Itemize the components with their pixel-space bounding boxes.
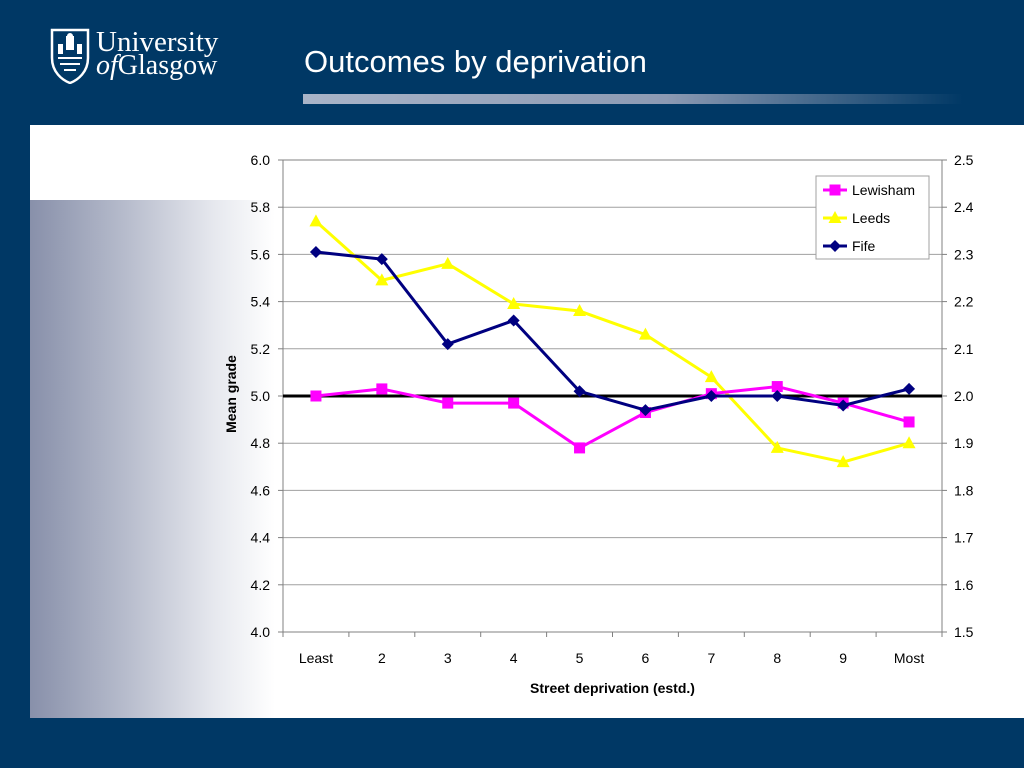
data-point-fife	[639, 404, 652, 417]
y2-tick-label: 1.7	[954, 530, 974, 546]
data-point-leeds	[573, 304, 587, 317]
y-axis-title: Mean grade	[223, 355, 239, 433]
series-line-leeds	[314, 220, 910, 464]
data-point-fife	[903, 382, 916, 395]
x-tick-label: 2	[378, 650, 386, 666]
x-tick-label: Least	[299, 650, 333, 666]
data-point-leeds	[704, 370, 718, 383]
data-point-lewisham	[903, 416, 915, 428]
data-point-leeds	[375, 273, 389, 286]
data-point-fife	[375, 253, 388, 266]
university-crest-icon	[50, 28, 90, 84]
y-tick-label: 6.0	[251, 152, 271, 168]
data-point-lewisham	[508, 397, 520, 409]
data-point-fife	[441, 338, 454, 351]
data-point-leeds	[770, 440, 784, 453]
data-point-fife	[771, 390, 784, 402]
data-point-lewisham	[442, 397, 454, 409]
y2-tick-label: 2.1	[954, 341, 974, 357]
data-point-leeds	[441, 256, 455, 269]
legend-marker-fife	[829, 240, 841, 252]
x-tick-label: 8	[773, 650, 781, 666]
data-point-leeds	[836, 455, 850, 468]
x-tick-label: 4	[510, 650, 518, 666]
slide-title: Outcomes by deprivation	[304, 44, 647, 79]
y2-tick-label: 1.6	[954, 577, 974, 593]
series-line-lewisham	[315, 385, 910, 450]
series-line-fife	[315, 250, 910, 412]
data-point-fife	[573, 385, 586, 398]
y2-tick-label: 2.3	[954, 246, 974, 262]
logo-of: of	[96, 50, 118, 81]
legend-marker-leeds	[828, 211, 842, 223]
x-tick-label: Most	[894, 650, 924, 666]
y2-tick-label: 2.2	[954, 294, 974, 310]
y-tick-label: 5.8	[251, 199, 271, 215]
university-logo: University ofGlasgow	[50, 28, 225, 84]
title-underline-bar	[303, 94, 963, 104]
data-point-fife	[507, 314, 520, 327]
data-point-leeds	[902, 436, 916, 449]
y2-tick-label: 1.5	[954, 624, 974, 640]
y-tick-label: 5.6	[251, 246, 271, 262]
y-tick-label: 4.8	[251, 435, 271, 451]
data-point-leeds	[507, 296, 521, 309]
data-point-lewisham	[771, 381, 783, 393]
x-tick-label: 3	[444, 650, 452, 666]
logo-line1: University	[96, 26, 219, 58]
data-point-lewisham	[574, 442, 586, 454]
y2-tick-label: 1.8	[954, 482, 974, 498]
logo-glasgow: Glasgow	[117, 50, 218, 81]
y2-tick-label: 2.0	[954, 388, 974, 404]
y-tick-label: 5.2	[251, 341, 271, 357]
data-point-lewisham	[310, 390, 322, 402]
data-point-fife	[837, 399, 850, 412]
y-tick-label: 4.0	[251, 624, 271, 640]
x-tick-label: 6	[642, 650, 650, 666]
y2-tick-label: 2.5	[954, 152, 974, 168]
y-tick-label: 4.4	[251, 530, 271, 546]
x-tick-label: 5	[576, 650, 584, 666]
data-point-fife	[309, 246, 322, 259]
data-point-lewisham	[376, 383, 388, 395]
y-tick-label: 4.6	[251, 482, 271, 498]
x-tick-label: 9	[839, 650, 847, 666]
legend-label-fife: Fife	[852, 238, 876, 254]
y-tick-label: 5.0	[251, 388, 271, 404]
y2-tick-label: 2.4	[954, 199, 974, 215]
data-point-leeds	[309, 214, 323, 227]
x-tick-label: 7	[707, 650, 715, 666]
legend-label-lewisham: Lewisham	[852, 182, 915, 198]
legend-label-leeds: Leeds	[852, 210, 890, 226]
y2-tick-label: 1.9	[954, 435, 974, 451]
data-point-fife	[705, 390, 718, 402]
y-tick-label: 4.2	[251, 577, 271, 593]
logo-line2: ofGlasgow	[96, 52, 217, 80]
x-axis-title: Street deprivation (estd.)	[530, 680, 695, 696]
y-tick-label: 5.4	[251, 294, 271, 310]
side-gradient-band	[30, 200, 275, 718]
data-point-leeds	[638, 327, 652, 340]
legend-marker-lewisham	[829, 184, 841, 196]
